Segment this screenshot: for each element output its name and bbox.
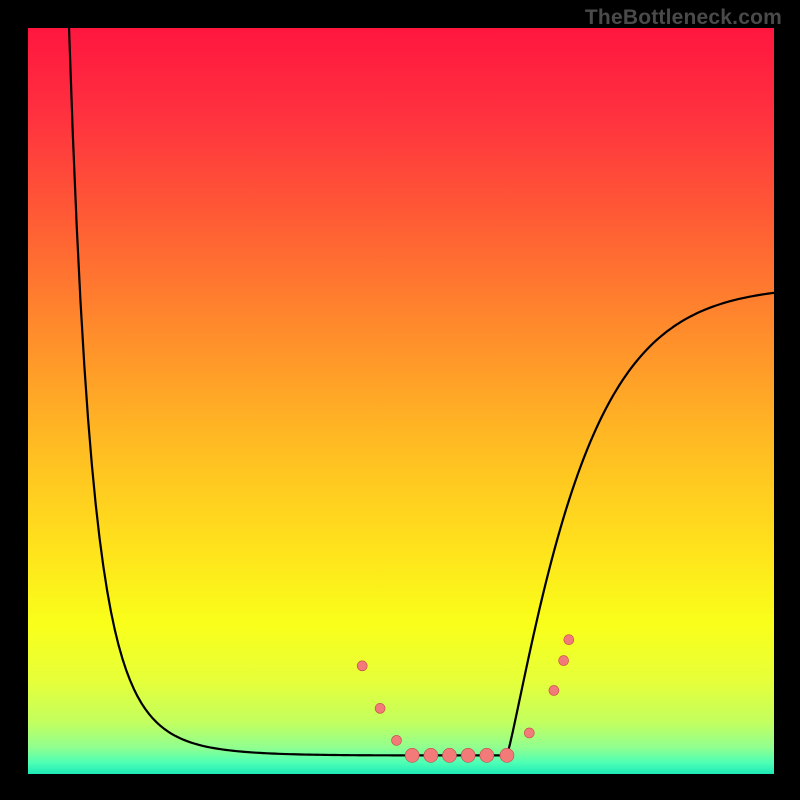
marker-point (559, 656, 569, 666)
plot-area (28, 28, 774, 774)
marker-point (524, 728, 534, 738)
marker-point (405, 748, 419, 762)
marker-point (424, 748, 438, 762)
marker-point (500, 748, 514, 762)
chart-container: TheBottleneck.com (0, 0, 800, 800)
marker-point (442, 748, 456, 762)
marker-point (375, 703, 385, 713)
plot-svg (28, 28, 774, 774)
marker-point (564, 635, 574, 645)
marker-point (392, 735, 402, 745)
marker-point (480, 748, 494, 762)
marker-point (357, 661, 367, 671)
marker-point (549, 685, 559, 695)
marker-point (461, 748, 475, 762)
watermark-text: TheBottleneck.com (585, 6, 782, 30)
gradient-background (28, 28, 774, 774)
